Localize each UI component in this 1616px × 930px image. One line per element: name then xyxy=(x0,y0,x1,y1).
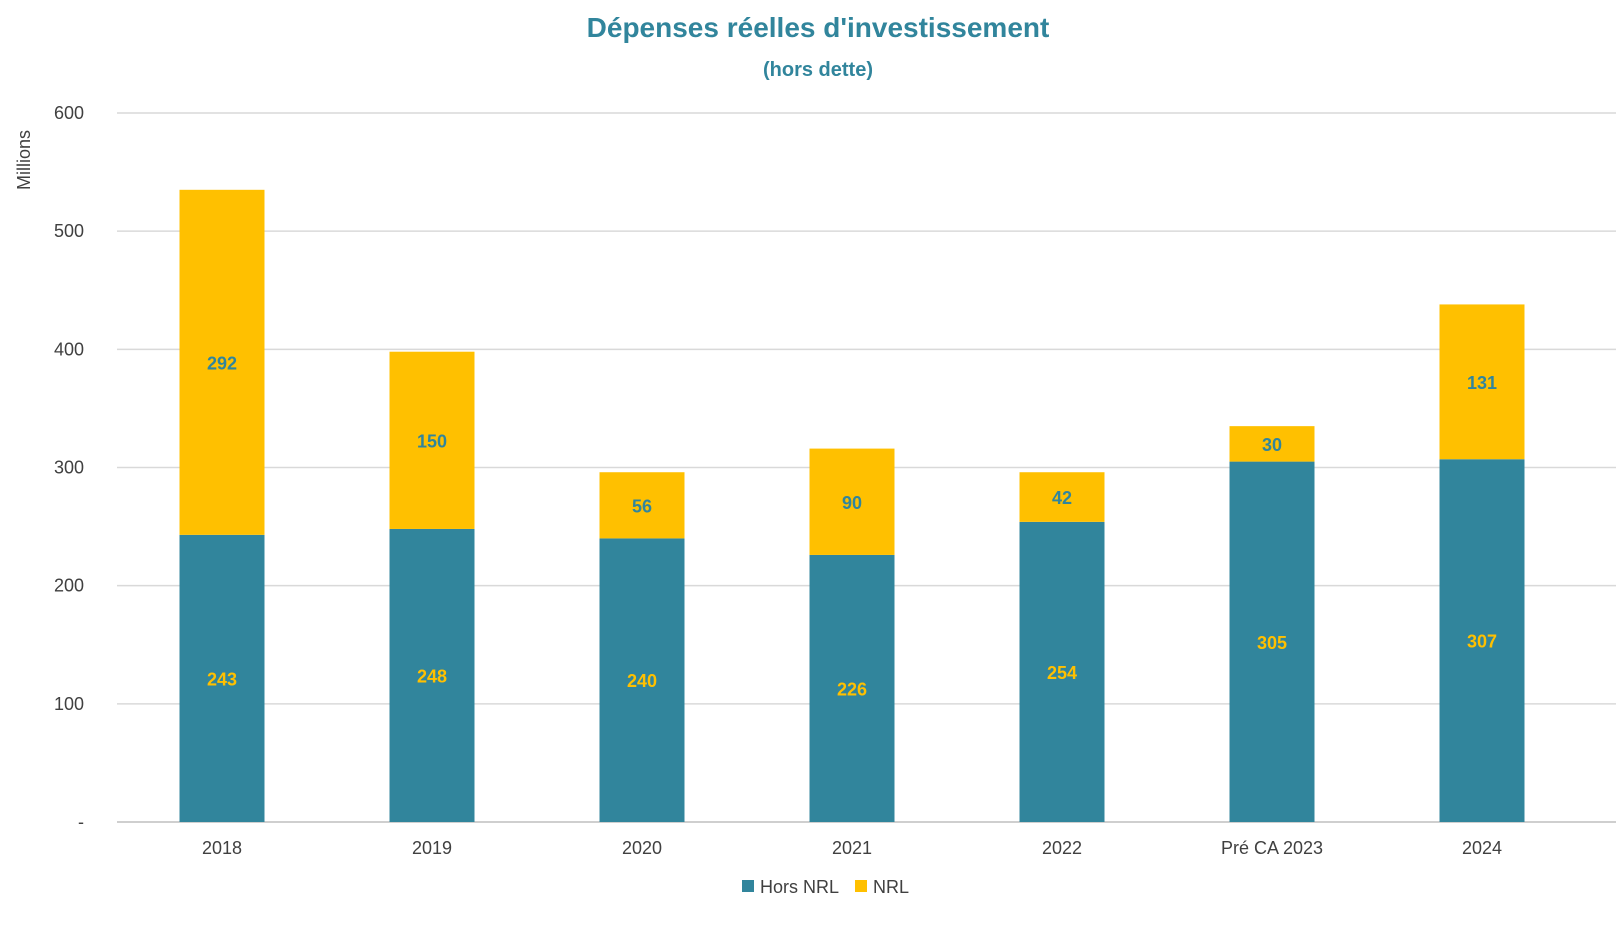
chart-title: Dépenses réelles d'investissement xyxy=(587,12,1050,43)
data-label: 243 xyxy=(207,669,237,689)
y-tick-label: - xyxy=(78,812,84,832)
bar-nrl xyxy=(179,189,265,535)
legend-swatch-hors-nrl xyxy=(742,880,754,892)
x-tick-label: 2020 xyxy=(622,838,662,858)
data-label: 131 xyxy=(1467,373,1497,393)
legend-label: Hors NRL xyxy=(760,877,839,897)
y-tick-label: 500 xyxy=(54,221,84,241)
data-label: 248 xyxy=(417,666,447,686)
bar-nrl xyxy=(389,351,475,529)
bars: 243 292 248 150 240 56 226 90 254 42 305 30 307 131 xyxy=(179,189,1525,822)
x-tick-label: 2019 xyxy=(412,838,452,858)
bar-hors-nrl xyxy=(809,554,895,822)
x-tick-label: 2018 xyxy=(202,838,242,858)
axes: - 100 200 300 400 500 600 2018 2019 2020 2021 2022 P… xyxy=(54,103,1502,858)
bar-nrl xyxy=(1439,304,1525,460)
chart-subtitle: (hors dette) xyxy=(763,59,873,81)
legend-swatch-nrl xyxy=(855,880,867,892)
legend-label: NRL xyxy=(873,877,909,897)
bar-hors-nrl xyxy=(1019,521,1105,822)
legend: Hors NRL NRL xyxy=(742,877,909,897)
data-label: 226 xyxy=(837,679,867,699)
x-tick-label: 2024 xyxy=(1462,838,1502,858)
y-axis-label: Millions xyxy=(14,130,34,190)
data-label: 30 xyxy=(1262,435,1282,455)
data-label: 90 xyxy=(842,493,862,513)
bar-hors-nrl xyxy=(599,538,685,822)
data-label: 240 xyxy=(627,671,657,691)
bar-hors-nrl xyxy=(179,534,265,822)
y-tick-label: 400 xyxy=(54,339,84,359)
x-tick-label: 2021 xyxy=(832,838,872,858)
y-tick-label: 200 xyxy=(54,576,84,596)
data-label: 150 xyxy=(417,431,447,451)
bar-nrl xyxy=(1019,472,1105,522)
data-label: 254 xyxy=(1047,663,1077,683)
bar-nrl xyxy=(1229,426,1315,462)
bar-nrl xyxy=(809,448,895,555)
y-tick-label: 300 xyxy=(54,458,84,478)
data-label: 56 xyxy=(632,496,652,516)
y-tick-label: 600 xyxy=(54,103,84,123)
bar-hors-nrl xyxy=(389,528,475,822)
bar-hors-nrl xyxy=(1439,459,1525,822)
data-label: 307 xyxy=(1467,632,1497,652)
data-label: 305 xyxy=(1257,633,1287,653)
bar-nrl xyxy=(599,472,685,539)
x-tick-label: Pré CA 2023 xyxy=(1221,838,1323,858)
x-tick-label: 2022 xyxy=(1042,838,1082,858)
data-label: 292 xyxy=(207,353,237,373)
data-label: 42 xyxy=(1052,488,1072,508)
y-tick-label: 100 xyxy=(54,694,84,714)
bar-hors-nrl xyxy=(1229,461,1315,822)
